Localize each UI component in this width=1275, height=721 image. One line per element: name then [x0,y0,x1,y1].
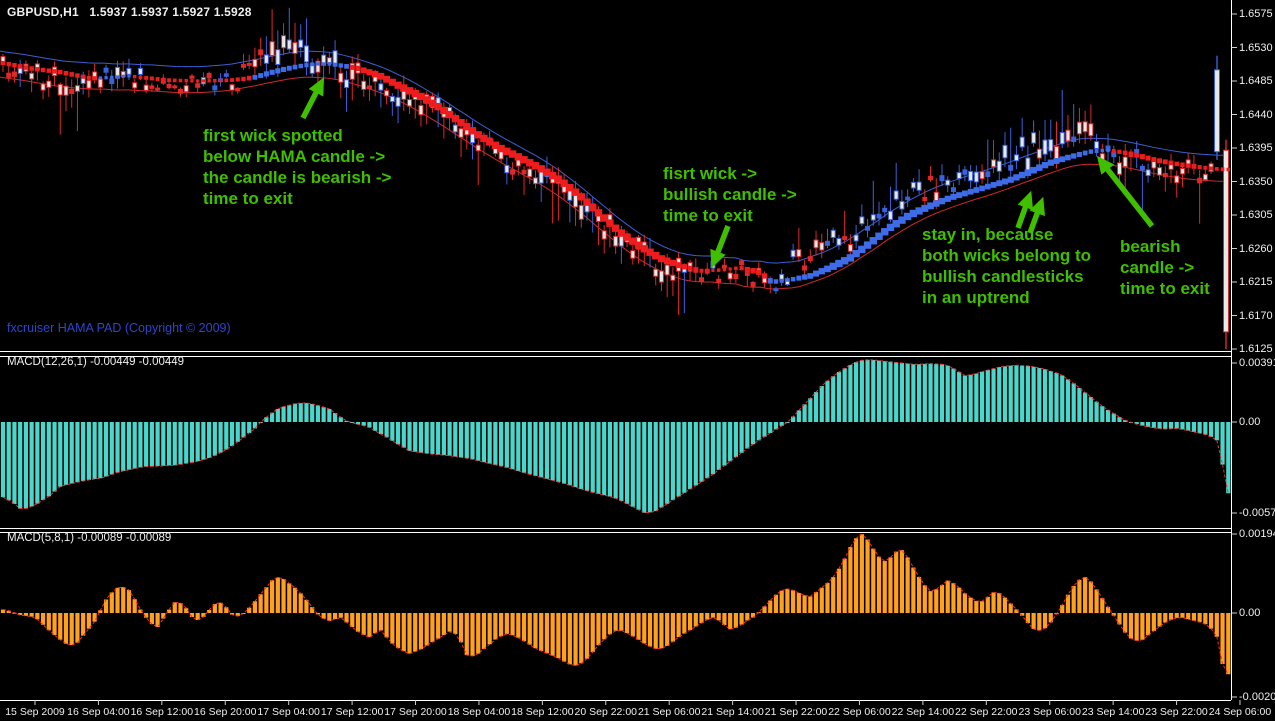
price-axis-label: 1.6260 [1239,242,1273,255]
exit-long-note-arrow [710,225,731,269]
annotation-line: candle -> [1120,258,1195,277]
time-axis-label: 18 Sep 04:00 [447,706,511,718]
exit-uptrend-note[interactable]: bearish candle -> time to exit [1120,236,1210,299]
price-axis-label: 1.6170 [1239,309,1273,322]
price-axis-label: 1.6305 [1239,208,1273,221]
price-axis-label: 1.6530 [1239,41,1273,54]
hama-channel-lines [0,50,1225,290]
macd1-histogram [0,359,1231,514]
price-axis-label: 1.6215 [1239,275,1273,288]
time-axis-label: 20 Sep 22:00 [574,706,638,718]
stay-in-note-arrow [1027,196,1045,234]
annotation-line: bullish candlesticks [922,267,1084,286]
annotation-line: the candle is bearish -> [203,168,392,187]
time-axis-label: 17 Sep 12:00 [320,706,384,718]
time-axis-label: 22 Sep 14:00 [891,706,955,718]
pane-borders [0,0,1232,701]
macd2-label: MACD(5,8,1) -0.00089 -0.00089 [7,532,172,544]
candles-layer [0,7,1229,349]
exit-short-note-arrow [300,77,325,120]
time-axis-label: 21 Sep 14:00 [701,706,764,718]
annotation-line: both wicks belong to [922,246,1092,265]
annotation-arrows [300,77,1155,269]
annotation-line: fisrt wick -> [663,164,758,183]
indicator-watermark: fxcruiser HAMA PAD (Copyright © 2009) [7,321,231,335]
time-axis-label: 23 Sep 06:00 [1018,706,1081,718]
macd1-histogram-signal-line [2,359,1229,514]
exit-long-note[interactable]: fisrt wick -> bullish candle -> time to ex… [663,163,797,226]
time-axis-label: 22 Sep 06:00 [828,706,891,718]
exit-uptrend-note-arrow [1096,155,1155,228]
hama-dots-layer [0,60,1231,284]
macd1-label: MACD(12,26,1) -0.00449 -0.00449 [7,356,185,368]
time-axis-label: 18 Sep 12:00 [511,706,574,718]
time-axis-label: 15 Sep 2009 [5,706,65,718]
time-axis-label: 21 Sep 22:00 [764,706,828,718]
annotation-line: time to exit [203,189,293,208]
annotation-line: time to exit [663,206,753,225]
annotation-line: time to exit [1120,279,1210,298]
time-axis-label: 21 Sep 06:00 [637,706,701,718]
annotation-line: bearish [1120,237,1181,256]
time-axis-label: 24 Sep 06:00 [1208,706,1272,718]
annotation-line: bullish candle -> [663,185,797,204]
price-axis-label: 1.6440 [1239,108,1273,121]
macd1-scale-label: 0.00391 [1239,356,1275,369]
macd1-scale-label: -0.00574 [1239,506,1275,519]
price-axis-label: 1.6125 [1239,342,1273,355]
time-axis-label: 23 Sep 22:00 [1145,706,1208,718]
chart-title: GBPUSD,H1 1.5937 1.5937 1.5927 1.5928 [7,5,252,19]
time-axis-label: 16 Sep 12:00 [130,706,194,718]
exit-short-note[interactable]: first wick spotted below HAMA candle -> th… [203,125,392,209]
time-axis-label: 22 Sep 22:00 [955,706,1018,718]
price-axis-label: 1.6575 [1239,7,1273,20]
price-axis-label: 1.6395 [1239,141,1273,154]
price-axis-label: 1.6350 [1239,175,1273,188]
time-axis-label: 16 Sep 04:00 [67,706,130,718]
annotation-line: first wick spotted [203,126,343,145]
macd1-scale-label: 0.00 [1239,415,1261,428]
annotation-line: in an uptrend [922,288,1030,307]
time-axis-label: 16 Sep 20:00 [194,706,257,718]
macd2-scale-label: 0.00 [1239,606,1261,619]
price-axis-label: 1.6485 [1239,74,1273,87]
annotation-line: stay in, because [922,225,1054,244]
macd2-histogram-signal-line [2,533,1229,675]
macd2-scale-label: -0.00203 [1239,690,1275,703]
annotation-line: below HAMA candle -> [203,147,386,166]
macd2-scale-label: 0.00194 [1239,527,1275,540]
axis-ticks [34,13,1241,705]
time-axis-label: 17 Sep 04:00 [257,706,320,718]
stay-in-note-arrow [1015,190,1034,229]
time-axis-label: 17 Sep 20:00 [384,706,447,718]
time-axis-label: 23 Sep 14:00 [1081,706,1145,718]
macd2-histogram [0,533,1231,675]
stay-in-note[interactable]: stay in, because both wicks belong to bull… [922,224,1091,308]
